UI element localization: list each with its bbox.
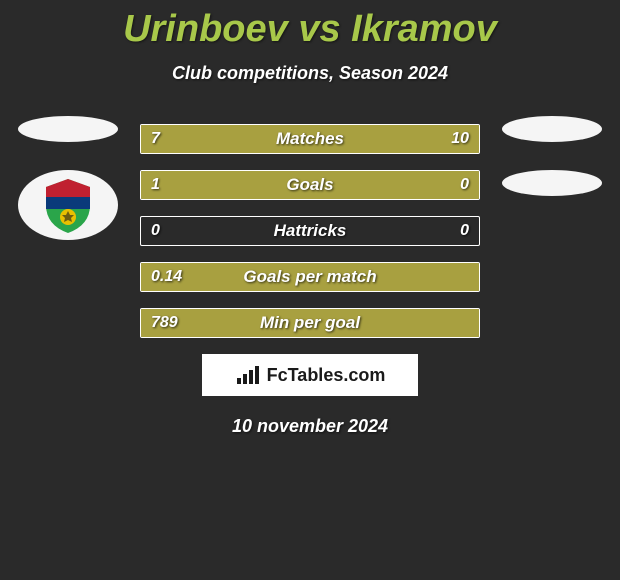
stat-row-goals: 1 Goals 0 [140,170,480,200]
stat-label: Min per goal [141,309,479,337]
brand-text: FcTables.com [267,365,386,386]
stat-row-matches: 7 Matches 10 [140,124,480,154]
stat-right-value: 10 [451,125,469,153]
bars-icon [235,364,261,386]
right-team-oval-1 [502,116,602,142]
right-team-column [502,116,602,224]
stat-row-gpm: 0.14 Goals per match [140,262,480,292]
stat-label: Goals [141,171,479,199]
brand-box[interactable]: FcTables.com [202,354,418,396]
shield-icon [38,175,98,235]
stat-label: Hattricks [141,217,479,245]
stat-right-value: 0 [460,171,469,199]
stat-row-hattricks: 0 Hattricks 0 [140,216,480,246]
stat-bars: 7 Matches 10 1 Goals 0 0 Hattricks 0 0.1… [140,124,480,338]
right-team-oval-2 [502,170,602,196]
stat-label: Matches [141,125,479,153]
left-team-crest [18,170,118,240]
comparison-content: 7 Matches 10 1 Goals 0 0 Hattricks 0 0.1… [0,124,620,437]
stat-label: Goals per match [141,263,479,291]
left-team-oval [18,116,118,142]
left-team-column [18,116,118,240]
page-title: Urinboev vs Ikramov [0,0,620,51]
page-subtitle: Club competitions, Season 2024 [0,63,620,84]
stat-right-value: 0 [460,217,469,245]
snapshot-date: 10 november 2024 [0,416,620,437]
stat-row-mpg: 789 Min per goal [140,308,480,338]
